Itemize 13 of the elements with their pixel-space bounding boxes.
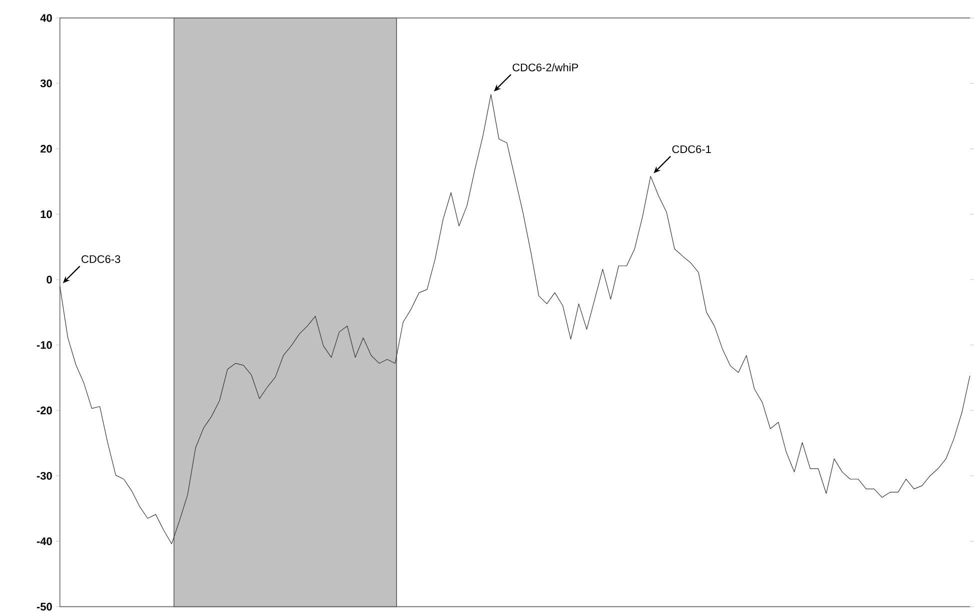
- y-tick-label: -20: [36, 406, 52, 414]
- y-tick-label: -10: [36, 341, 52, 350]
- y-tick-label: 20: [40, 145, 52, 153]
- y-tick-label: 40: [40, 14, 52, 22]
- y-tick-label: 30: [40, 80, 52, 88]
- annotation: CDC6-3: [82, 255, 120, 264]
- y-tick-label: 10: [40, 210, 52, 218]
- y-tick-label: 0: [46, 276, 52, 284]
- annotation: CDC6-1: [672, 146, 711, 154]
- y-tick-label: -30: [36, 472, 52, 480]
- y-tick-label: -50: [36, 602, 52, 611]
- annotation: CDC6-2/whiP: [512, 63, 578, 72]
- y-tick-label: -40: [36, 538, 52, 546]
